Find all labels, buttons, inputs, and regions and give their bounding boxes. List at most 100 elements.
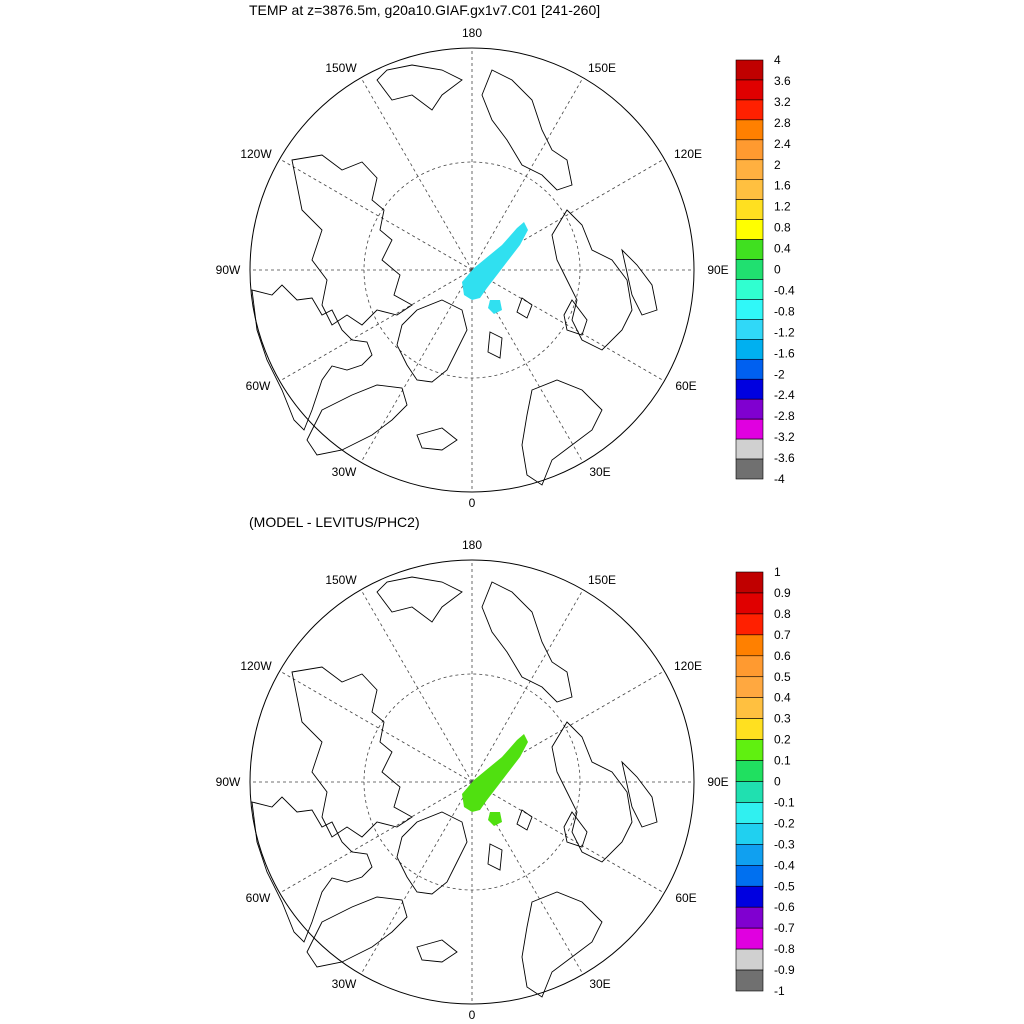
longitude-label: 150W	[325, 573, 357, 587]
anomaly-patch	[488, 300, 502, 314]
longitude-label: 150E	[588, 573, 616, 587]
colorbar-label: 0	[774, 263, 781, 277]
coastline	[251, 796, 373, 943]
colorbar-swatch	[735, 655, 764, 678]
colorbar-label: 3.6	[774, 74, 791, 88]
colorbar-label: -1	[774, 984, 785, 998]
longitude-label: 90E	[707, 775, 728, 789]
colorbar-label: -0.8	[774, 304, 795, 318]
colorbar-label: 0	[774, 775, 781, 789]
colorbar-swatch	[735, 823, 764, 845]
polar-map: 180 150E 120E 90E 60E 30E 0 30W 60W 90W 120W 150W 4 3…	[216, 26, 795, 510]
colorbar-label: 0.1	[774, 754, 791, 768]
coastline	[521, 891, 603, 998]
colorbar-label: -3.2	[774, 430, 795, 444]
colorbar-label: -0.6	[774, 900, 795, 914]
colorbar-swatch	[735, 239, 764, 260]
coastline	[551, 209, 633, 351]
panel-title: (MODEL - LEVITUS/PHC2)	[249, 514, 420, 530]
colorbar-swatch	[735, 676, 764, 699]
longitude-label: 30W	[332, 465, 357, 479]
colorbar-label: -0.7	[774, 921, 795, 935]
colorbar-swatch	[735, 119, 764, 141]
anomaly-patch	[488, 812, 502, 826]
colorbar-swatch	[735, 948, 764, 971]
coastline	[481, 581, 573, 703]
longitude-label: 120E	[674, 659, 702, 673]
coastline	[516, 297, 533, 319]
coastline	[551, 721, 633, 863]
parallel-circle	[363, 673, 581, 891]
colorbar-label: 0.3	[774, 712, 791, 726]
longitude-label: 30W	[332, 977, 357, 991]
coastline	[306, 384, 408, 456]
colorbar-swatch	[735, 358, 764, 380]
coastline	[306, 896, 408, 968]
colorbar-swatch	[735, 760, 764, 782]
coastline	[516, 809, 533, 831]
longitude-label: 120W	[240, 147, 272, 161]
meridian-line	[279, 670, 473, 783]
polar-map: 180 150E 120E 90E 60E 30E 0 30W 60W 90W 120W 150W 1 0…	[216, 538, 795, 1022]
coastline	[481, 69, 573, 191]
colorbar-label: -2.4	[774, 388, 795, 402]
colorbar-label: -0.2	[774, 816, 795, 830]
colorbar-label: 0.8	[774, 221, 791, 235]
meridian-line	[279, 269, 473, 382]
longitude-label: 90W	[216, 263, 241, 277]
colorbar-label: 1.6	[774, 179, 791, 193]
colorbar-swatch	[735, 59, 764, 81]
colorbar-swatch	[735, 592, 764, 615]
meridian-line	[360, 269, 473, 463]
colorbar-swatch	[735, 458, 764, 480]
colorbar-swatch	[735, 319, 764, 340]
colorbar-label: -1.6	[774, 346, 795, 360]
longitude-label: 180	[462, 26, 482, 40]
colorbar-swatch	[735, 885, 764, 908]
anomaly-patch	[462, 222, 528, 300]
colorbar-swatch	[735, 739, 764, 761]
colorbar-label: 0.4	[774, 242, 791, 256]
colorbar-label: -0.4	[774, 858, 795, 872]
anomaly-region	[462, 222, 528, 314]
colorbar-swatch	[735, 802, 764, 824]
longitude-label: 90E	[707, 263, 728, 277]
colorbar-label: -0.3	[774, 837, 795, 851]
panel-title: TEMP at z=3876.5m, g20a10.GIAF.gx1v7.C01…	[249, 2, 601, 18]
colorbar-label: 0.7	[774, 628, 791, 642]
colorbar-swatch	[735, 139, 764, 161]
colorbar-swatch	[735, 179, 764, 200]
colorbar-label: -0.5	[774, 879, 795, 893]
colorbar-swatch	[735, 697, 764, 719]
colorbar-label: 3.2	[774, 95, 791, 109]
colorbar-swatch	[735, 259, 764, 280]
colorbar-swatch	[735, 79, 764, 101]
colorbar-swatch	[735, 864, 764, 887]
longitude-label: 90W	[216, 775, 241, 789]
colorbar-label: -2.8	[774, 409, 795, 423]
coastlines	[251, 576, 658, 998]
colorbar-swatch	[735, 99, 764, 121]
colorbar-swatch	[735, 279, 764, 300]
coastline	[521, 379, 603, 486]
colorbar-label: 0.2	[774, 733, 791, 747]
colorbar-swatch	[735, 339, 764, 360]
coastline	[563, 299, 588, 336]
longitude-label: 150W	[325, 61, 357, 75]
colorbar-swatch	[735, 613, 764, 636]
meridian-line	[471, 269, 665, 382]
colorbar-label: 1.2	[774, 200, 791, 214]
colorbar-label: -1.2	[774, 325, 795, 339]
anomaly-region	[462, 734, 528, 826]
coastline	[376, 576, 463, 623]
longitude-label: 60W	[246, 379, 271, 393]
coastline	[416, 939, 458, 963]
colorbar-label: -4	[774, 472, 785, 486]
longitude-label: 60W	[246, 891, 271, 905]
meridian-line	[279, 781, 473, 894]
longitude-label: 120E	[674, 147, 702, 161]
colorbar-label: -3.6	[774, 451, 795, 465]
colorbar-swatch	[735, 199, 764, 220]
longitude-label: 150E	[588, 61, 616, 75]
colorbar-swatch	[735, 844, 764, 866]
